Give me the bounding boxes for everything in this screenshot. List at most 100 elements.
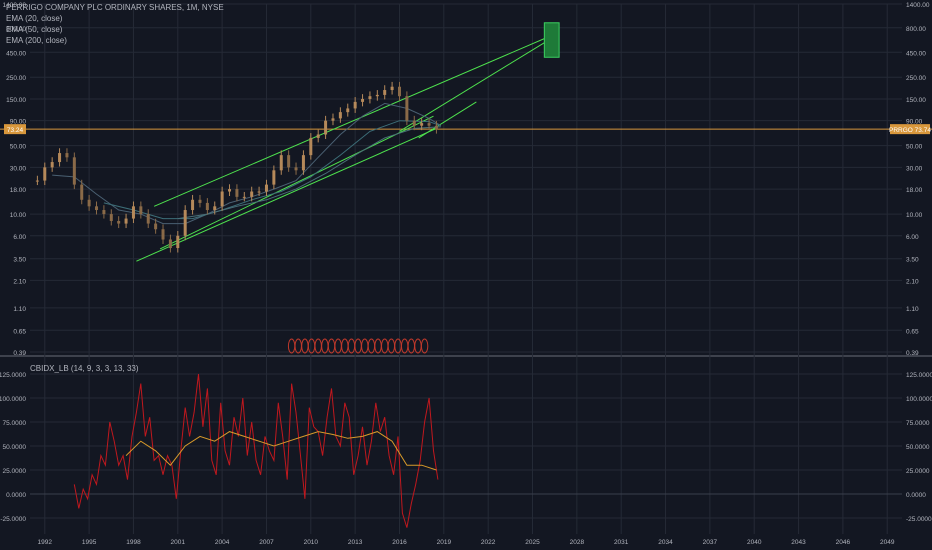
- price-tick-label-right: 1.10: [906, 306, 919, 313]
- price-tick-label-left: 0.65: [13, 328, 26, 335]
- osc-tick-label-right: 25.0000: [906, 468, 930, 475]
- osc-tick-label-left: -25.0000: [0, 516, 26, 523]
- osc-main-line: [73, 373, 439, 528]
- price-candle: [287, 155, 291, 168]
- price-candle: [272, 170, 276, 185]
- ema-line-50: [103, 120, 442, 220]
- price-candle: [35, 180, 39, 182]
- price-tick-label-left: 800.00: [6, 26, 26, 33]
- time-tick-label: 2004: [215, 539, 230, 546]
- price-candle: [80, 184, 84, 200]
- time-tick-label: 2040: [747, 539, 762, 546]
- price-candle: [176, 235, 180, 249]
- price-tick-label-left: 250.00: [6, 75, 26, 82]
- time-tick-label: 1998: [126, 539, 141, 546]
- time-tick-label: 2007: [259, 539, 274, 546]
- trend-line: [153, 31, 560, 207]
- osc-tick-label-left: 50.0000: [3, 444, 27, 451]
- price-candle: [368, 96, 372, 99]
- time-tick-label: 2037: [703, 539, 718, 546]
- price-tick-label-left: 10.00: [10, 212, 27, 219]
- price-candle: [58, 153, 62, 163]
- price-candle: [154, 223, 158, 230]
- price-tick-label-right: 0.39: [906, 350, 919, 357]
- price-candle: [412, 120, 416, 126]
- target-box: [543, 22, 560, 58]
- price-candle: [191, 199, 195, 211]
- price-tick-label-left: 6.00: [13, 234, 26, 241]
- price-candle: [117, 220, 121, 224]
- price-tick-label-right: 450.00: [906, 50, 926, 57]
- trend-line: [136, 127, 437, 262]
- price-tick-label-left: 450.00: [6, 50, 26, 57]
- osc-tick-label-left: 25.0000: [3, 468, 27, 475]
- price-candle: [124, 218, 128, 224]
- price-candle: [235, 189, 239, 197]
- legend-ema20: EMA (20, close): [6, 14, 63, 23]
- price-tick-label-right: 800.00: [906, 26, 926, 33]
- trend-line: [159, 115, 434, 250]
- price-tick-label-left: 0.39: [13, 350, 26, 357]
- current-price-label-left: 73.24: [7, 127, 24, 134]
- price-tick-label-right: 250.00: [906, 75, 926, 82]
- price-candle: [250, 191, 254, 197]
- osc-tick-label-right: 75.0000: [906, 420, 930, 427]
- price-candle: [316, 134, 320, 138]
- price-candle: [390, 86, 394, 91]
- osc-tick-label-left: 0.0000: [6, 492, 26, 499]
- time-tick-label: 2001: [171, 539, 186, 546]
- price-tick-label-right: 18.00: [906, 187, 923, 194]
- price-candle: [427, 123, 431, 126]
- price-tick-label-right: 3.50: [906, 257, 919, 264]
- time-tick-label: 2046: [836, 539, 851, 546]
- price-candle: [168, 239, 172, 249]
- price-candle: [346, 108, 350, 113]
- price-tick-label-right: 1400.00: [906, 2, 930, 9]
- price-candle: [309, 137, 313, 156]
- price-candle: [338, 112, 342, 119]
- osc-tick-label-left: 125.0000: [0, 372, 26, 379]
- price-candle: [257, 191, 261, 193]
- time-tick-label: 2010: [304, 539, 319, 546]
- time-tick-label: 2022: [481, 539, 496, 546]
- price-candle: [131, 206, 135, 219]
- legend-ema50: EMA (50, close): [6, 25, 63, 34]
- price-candle: [43, 167, 47, 181]
- price-candle: [220, 191, 224, 207]
- trend-line: [418, 101, 477, 139]
- price-tick-label-right: 2.10: [906, 278, 919, 285]
- price-tick-label-left: 1400.00: [3, 2, 27, 9]
- price-candle: [139, 206, 143, 215]
- event-marker: [420, 338, 429, 354]
- price-candle: [331, 118, 335, 121]
- price-candle: [324, 120, 328, 135]
- price-tick-label-right: 90.00: [906, 119, 923, 126]
- price-pane: 73.24 PRRGO 73.74: [0, 22, 932, 354]
- price-candle: [353, 101, 357, 109]
- price-candle: [375, 94, 379, 97]
- osc-tick-label-left: 75.0000: [3, 420, 27, 427]
- price-tick-label-left: 30.00: [10, 165, 27, 172]
- price-tick-label-right: 150.00: [906, 97, 926, 104]
- current-price-label-right: PRRGO 73.74: [889, 127, 931, 134]
- time-tick-label: 2025: [525, 539, 540, 546]
- price-candle: [279, 155, 283, 171]
- price-candle: [109, 214, 113, 221]
- price-candle: [361, 98, 365, 102]
- price-tick-label-right: 50.00: [906, 144, 923, 151]
- oscillator-pane: [30, 373, 902, 528]
- legend-ema200: EMA (200, close): [6, 36, 67, 45]
- price-candle: [383, 90, 387, 95]
- chart-title: PERRIGO COMPANY PLC ORDINARY SHARES, 1M,…: [6, 3, 224, 12]
- osc-tick-label-right: 125.0000: [906, 372, 932, 379]
- price-candle: [205, 202, 209, 211]
- time-tick-label: 2028: [570, 539, 585, 546]
- time-tick-label: 2049: [880, 539, 895, 546]
- current-price-tag-right: [890, 124, 930, 135]
- osc-tick-label-right: 0.0000: [906, 492, 926, 499]
- price-candle: [65, 153, 69, 158]
- price-tick-label-right: 6.00: [906, 234, 919, 241]
- current-price-tag-left: [4, 124, 26, 135]
